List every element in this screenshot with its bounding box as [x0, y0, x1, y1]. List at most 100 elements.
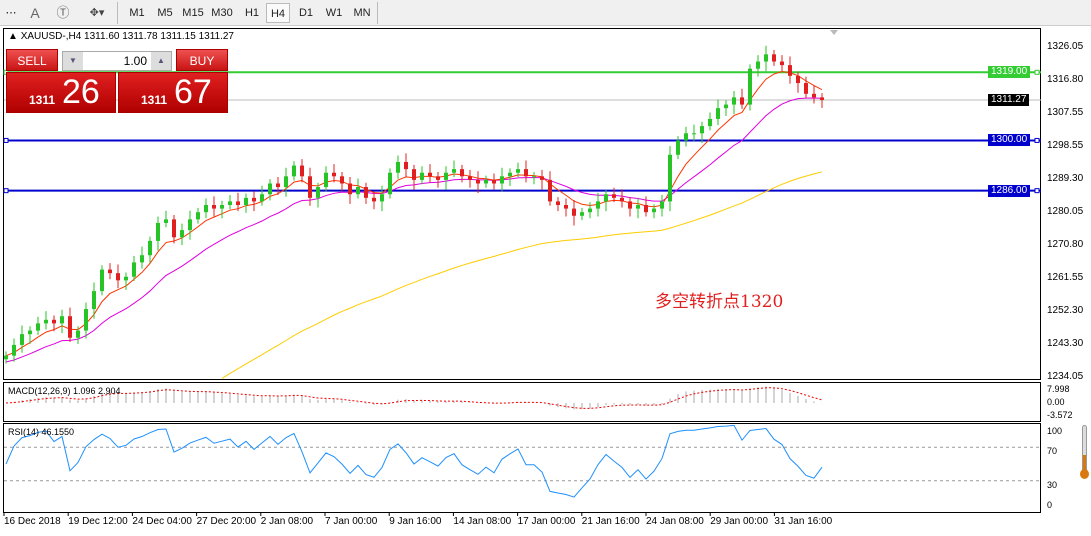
timeframe-h1[interactable]: H1	[244, 7, 260, 19]
candle-body	[788, 65, 792, 76]
candle-body	[460, 169, 464, 177]
timeframe-m30[interactable]: M30	[211, 7, 233, 19]
symbol-ohlc: XAUUSD-,H4 1311.60 1311.78 1311.15 1311.…	[20, 31, 234, 42]
candle-body	[228, 201, 232, 206]
candle-body	[540, 176, 544, 180]
chart-header: ▲ XAUUSD-,H4 1311.60 1311.78 1311.15 131…	[8, 31, 234, 42]
candle-body	[156, 222, 160, 241]
timeframe-h4[interactable]: H4	[266, 3, 290, 23]
macd-pane[interactable]	[3, 382, 1041, 422]
price-tick: 1243.30	[1047, 338, 1084, 349]
volume-input[interactable]: 1.00	[123, 54, 147, 68]
candle-body	[68, 316, 72, 338]
buy-button[interactable]: BUY	[176, 49, 228, 71]
candle-body	[132, 262, 136, 277]
candle-body	[660, 201, 664, 209]
candle-body	[556, 201, 560, 206]
price-tick: 1270.80	[1047, 239, 1084, 250]
candle-body	[308, 176, 312, 198]
annotation-text: 多空转折点1320	[655, 292, 784, 312]
level-price-tag[interactable]: 1319.00	[988, 66, 1031, 79]
thermometer-icon	[1080, 425, 1089, 481]
price-tick: 1326.05	[1047, 41, 1084, 52]
timeframe-m1[interactable]: M1	[129, 7, 145, 19]
candle-body	[612, 194, 616, 198]
candle-body	[804, 83, 808, 94]
candle-body	[76, 330, 80, 338]
price-tick: 1316.80	[1047, 74, 1084, 85]
volume-increase-button[interactable]: ▲	[151, 52, 171, 70]
timeframe-w1[interactable]: W1	[325, 7, 343, 19]
candle-body	[820, 97, 824, 101]
text-icon[interactable]: A	[30, 5, 40, 21]
timeframe-mn[interactable]: MN	[353, 7, 371, 19]
candle-body	[220, 205, 224, 209]
timeframe-m15[interactable]: M15	[182, 7, 204, 19]
candle-body	[140, 255, 144, 263]
candle-body	[372, 197, 376, 202]
candle-body	[548, 179, 552, 202]
candle-body	[724, 104, 728, 109]
macd-tick: -3.572	[1047, 410, 1073, 420]
volume-decrease-button[interactable]: ▼	[63, 52, 83, 70]
level-price-tag[interactable]: 1300.00	[988, 134, 1031, 147]
time-tick: 24 Jan 08:00	[646, 516, 704, 527]
grid-icon[interactable]: ⋯	[5, 7, 17, 19]
ma-mid-line	[5, 97, 823, 363]
candle-body	[36, 323, 40, 331]
candle-body	[108, 269, 112, 274]
current-price-tag: 1311.27	[988, 94, 1030, 107]
candle-body	[52, 319, 56, 324]
level-handle	[1034, 69, 1040, 75]
candle-body	[60, 316, 64, 324]
candle-body	[260, 194, 264, 202]
candle-body	[436, 176, 440, 180]
candle-body	[244, 197, 248, 206]
sell-price-big: 1311	[29, 93, 56, 107]
candle-body	[756, 61, 760, 69]
candle-body	[764, 54, 768, 62]
ma-fast-line	[5, 70, 823, 357]
candle-body	[500, 176, 504, 184]
buy-price[interactable]: 1311 67	[118, 72, 228, 113]
time-tick: 16 Dec 2018	[4, 516, 61, 527]
buy-price-big: 1311	[141, 93, 168, 107]
candle-body	[236, 201, 240, 206]
time-tick: 31 Jan 16:00	[774, 516, 833, 527]
candle-body	[748, 68, 752, 105]
candle-body	[572, 208, 576, 216]
candle-body	[420, 172, 424, 180]
timeframe-m5[interactable]: M5	[157, 7, 173, 19]
rsi-pane[interactable]	[3, 423, 1041, 513]
timeframe-d1[interactable]: D1	[298, 7, 314, 19]
candle-body	[524, 169, 528, 177]
candle-body	[412, 169, 416, 180]
sell-button[interactable]: SELL	[6, 49, 58, 71]
chart-shift-marker	[830, 30, 838, 35]
candle-body	[164, 219, 168, 223]
candle-body	[204, 205, 208, 213]
time-tick: 17 Jan 00:00	[517, 516, 576, 527]
candle-body	[604, 194, 608, 202]
candle-body	[484, 179, 488, 184]
candle-body	[492, 179, 496, 184]
candle-body	[668, 154, 672, 202]
candle-body	[636, 205, 640, 209]
candle-body	[252, 197, 256, 202]
candle-body	[124, 276, 128, 281]
shapes-icon[interactable]: ✥▾	[89, 7, 105, 19]
one-click-trading-panel: SELL ▼ 1.00 ▲ BUY 1311 26 1311 67	[6, 49, 228, 113]
candle-body	[812, 93, 816, 98]
candle-body	[692, 133, 696, 135]
level-price-tag[interactable]: 1286.00	[988, 184, 1031, 197]
candle-body	[708, 118, 712, 127]
sell-price[interactable]: 1311 26	[6, 72, 116, 113]
text-label-icon[interactable]: Ⓣ	[56, 5, 70, 20]
time-tick: 7 Jan 00:00	[325, 516, 378, 527]
level-handle	[1034, 137, 1040, 143]
candle-body	[28, 330, 32, 335]
candle-body	[4, 355, 8, 360]
candle-body	[12, 344, 16, 356]
candle-body	[148, 240, 152, 256]
candle-body	[716, 108, 720, 119]
